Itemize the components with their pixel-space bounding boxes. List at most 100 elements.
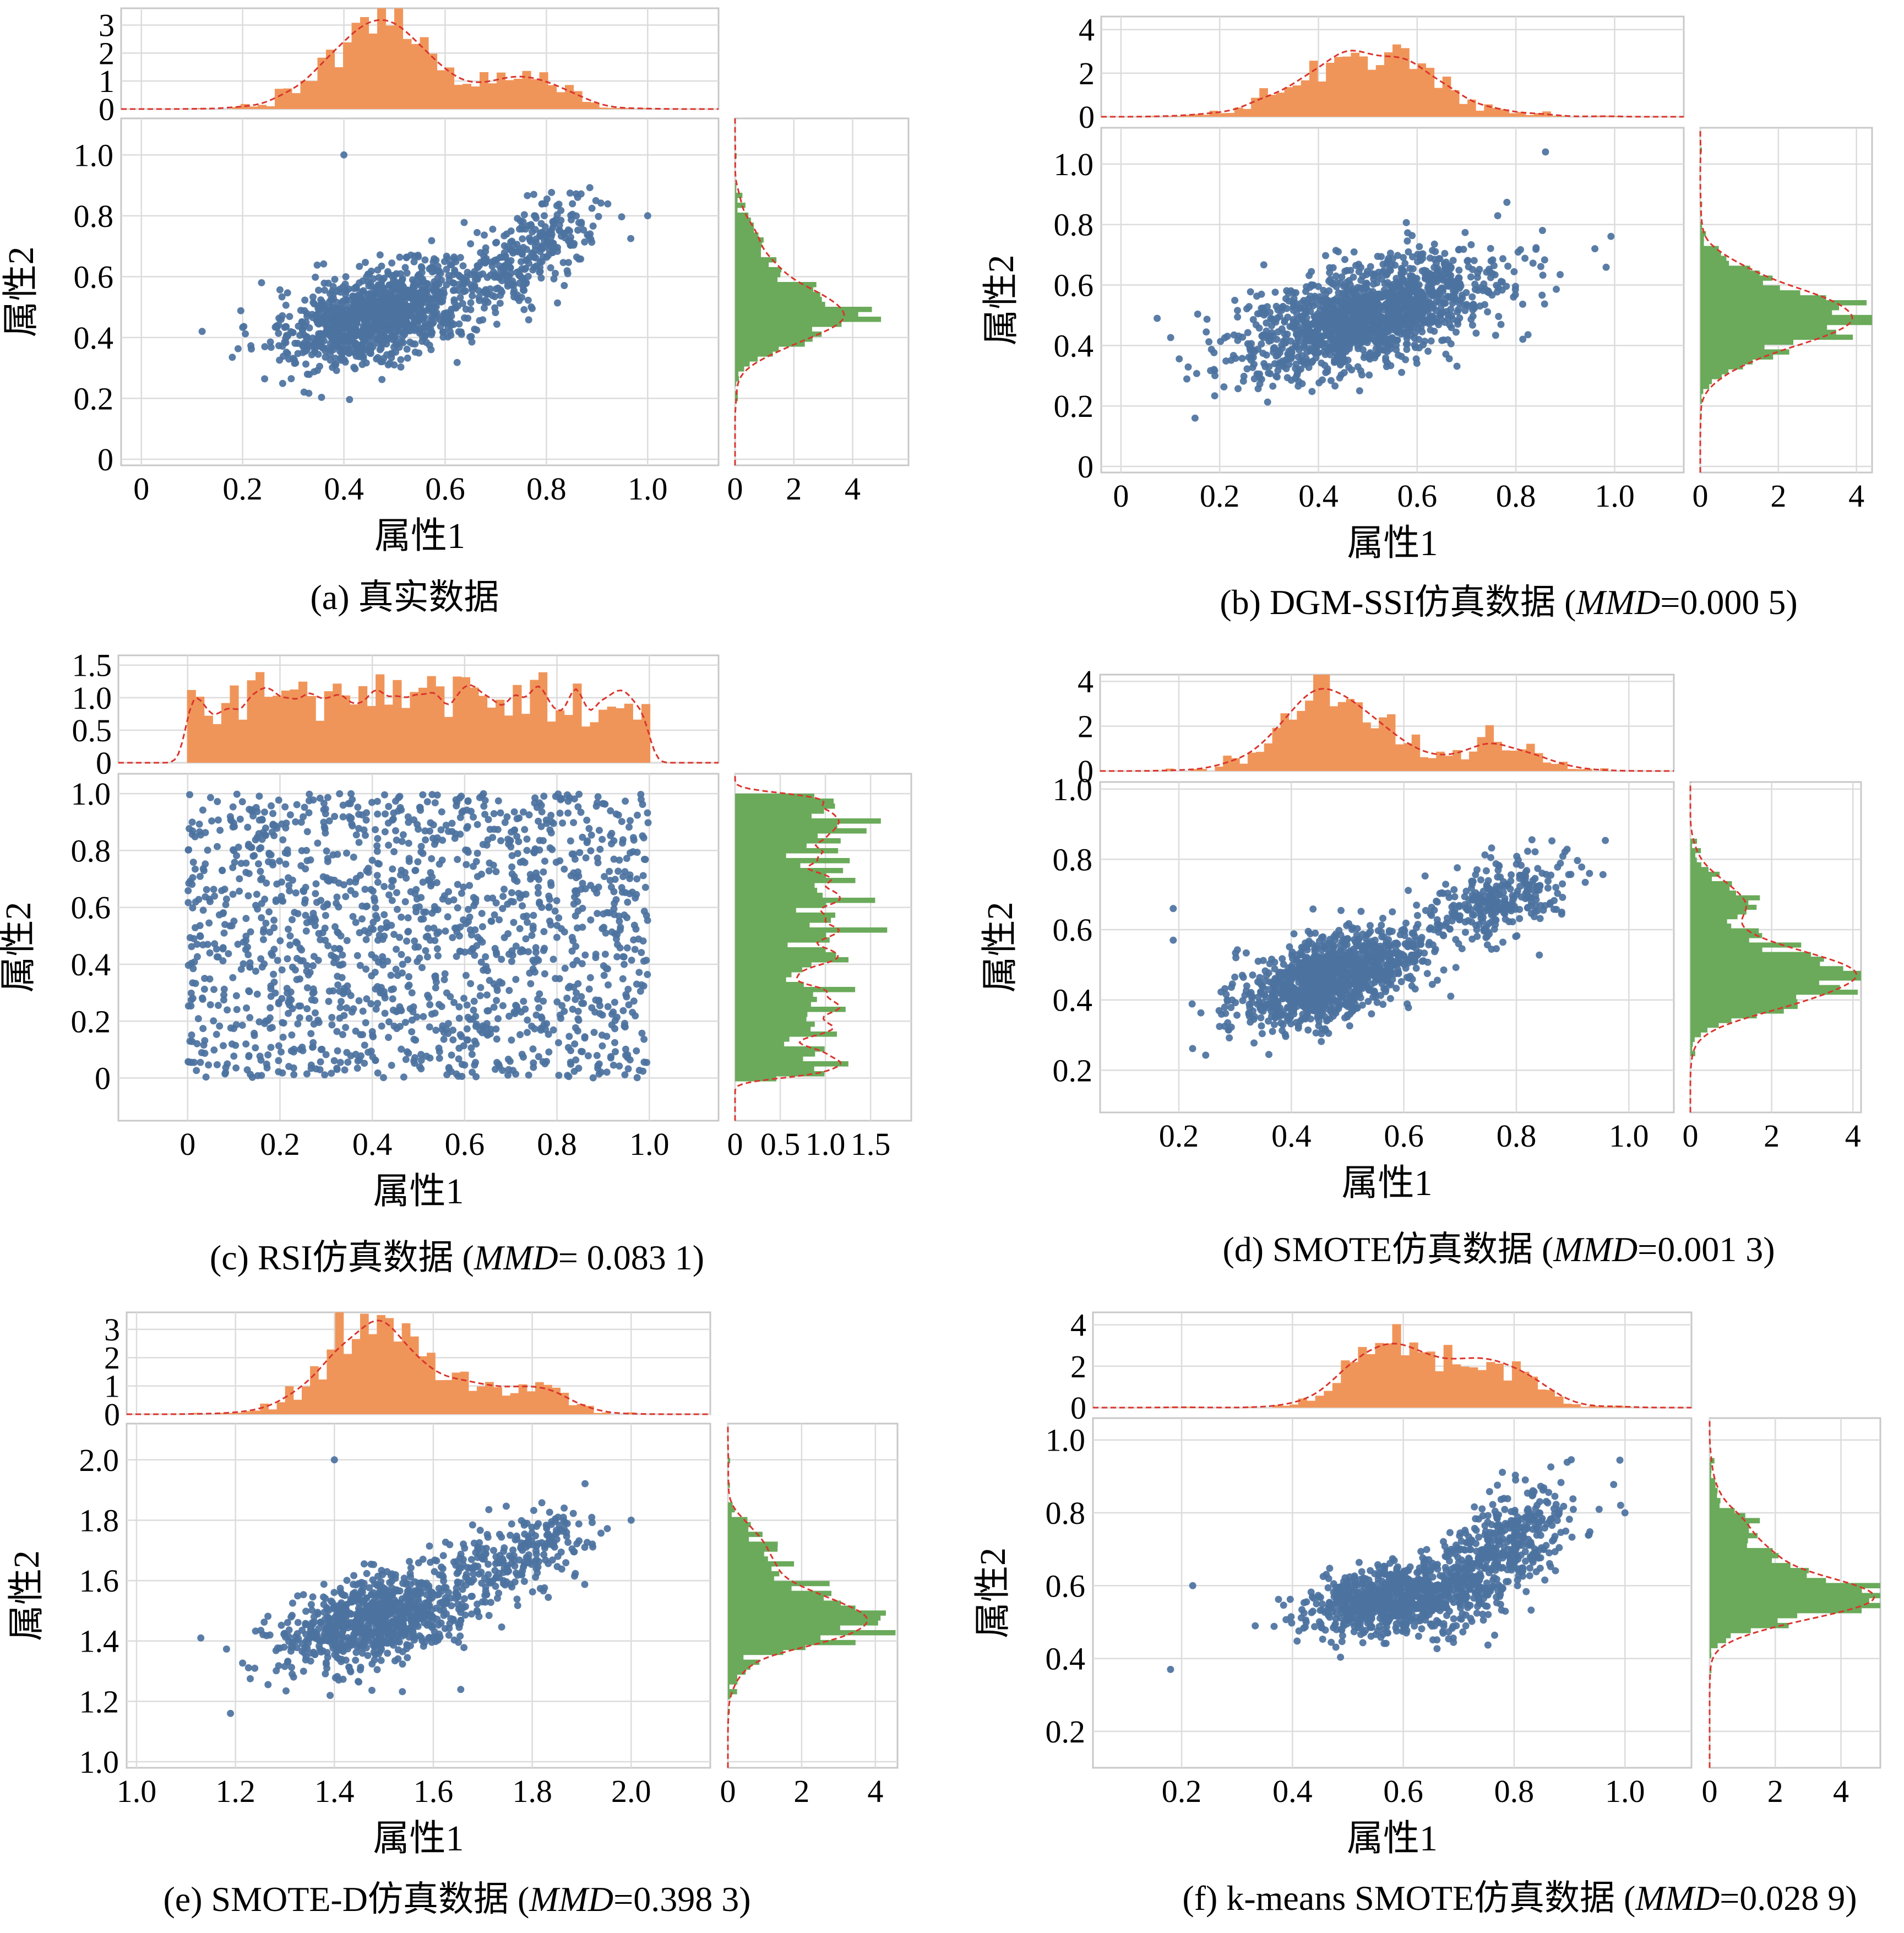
scatter-point [523, 835, 531, 843]
scatter-point [389, 865, 396, 873]
scatter-point [1412, 296, 1419, 303]
scatter-point [281, 338, 289, 346]
scatter-point [1271, 289, 1279, 296]
scatter-point [1357, 284, 1364, 292]
scatter-point [402, 1056, 410, 1063]
scatter-point [388, 883, 395, 891]
scatter-point [582, 854, 590, 862]
top-hist-bar [478, 696, 488, 763]
scatter-point [1467, 241, 1475, 248]
right-hist-bar [735, 203, 746, 208]
scatter-point [262, 824, 269, 832]
scatter-point [224, 1060, 231, 1068]
top-hist-tick-label: 1.5 [72, 648, 112, 683]
scatter-point [497, 809, 504, 817]
top-hist-tick-label: 0 [96, 745, 112, 781]
scatter-point [535, 817, 542, 825]
scatter-point [586, 230, 594, 238]
scatter-point [359, 1031, 366, 1039]
scatter-point [611, 1039, 618, 1046]
scatter-point [1247, 356, 1255, 364]
right-hist-bar [735, 977, 786, 982]
scatter-point [405, 981, 413, 989]
scatter-point [300, 888, 308, 895]
scatter-point [407, 251, 415, 259]
scatter-point [333, 1028, 341, 1035]
scatter-point [1335, 248, 1342, 256]
scatter-point [366, 317, 374, 324]
scatter-point [1441, 249, 1449, 257]
scatter-point [1487, 245, 1494, 252]
scatter-point [467, 271, 475, 279]
scatter-point [1293, 371, 1301, 379]
scatter-point [276, 937, 284, 944]
scatter-point [604, 200, 612, 208]
scatter-point [1429, 280, 1437, 287]
scatter-point [432, 257, 440, 264]
top-hist-bar [266, 106, 275, 109]
right-hist-bar [735, 823, 837, 829]
top-hist-bar [522, 70, 531, 109]
scatter-point [1361, 351, 1369, 359]
scatter-point [219, 944, 227, 952]
scatter-point [521, 1005, 529, 1013]
right-hist-bar [735, 282, 817, 287]
scatter-point [352, 349, 360, 356]
scatter-point [453, 359, 461, 366]
scatter-point [442, 927, 449, 935]
scatter-point [244, 823, 252, 831]
scatter-point [266, 1024, 274, 1032]
right-hist-bar [735, 1051, 815, 1057]
right-hist-bar [1700, 310, 1832, 316]
scatter-point [579, 833, 586, 841]
scatter-point [1290, 318, 1297, 326]
scatter-point [581, 951, 589, 959]
top-hist-bar [1326, 63, 1335, 117]
scatter-point [329, 987, 337, 995]
scatter-point [519, 902, 526, 910]
scatter-point [467, 306, 475, 313]
scatter-point [540, 837, 547, 844]
scatter-point [1265, 363, 1273, 371]
scatter-point [1538, 291, 1546, 299]
scatter-point [257, 844, 265, 851]
scatter-point [372, 954, 379, 962]
scatter-point [1249, 971, 1256, 979]
right-hist-bar [735, 997, 817, 1002]
scatter-point [494, 1015, 502, 1023]
scatter-point [410, 258, 418, 265]
scatter-point [314, 839, 322, 847]
scatter-point [262, 919, 270, 927]
scatter-point [1339, 321, 1346, 328]
y-tick-label: 0.6 [1054, 268, 1094, 303]
scatter-point [547, 921, 554, 929]
scatter-point [351, 365, 359, 373]
scatter-point [1234, 385, 1242, 393]
scatter-point [272, 896, 280, 904]
scatter-point [1297, 357, 1305, 365]
scatter-point [537, 274, 545, 282]
right-hist-bar [735, 361, 750, 367]
y-tick-label: 0 [95, 1061, 111, 1096]
scatter-point [423, 288, 431, 296]
top-hist-bar [350, 704, 359, 763]
top-hist-bar [547, 721, 556, 763]
scatter-point [455, 287, 463, 295]
scatter-point [312, 1009, 319, 1017]
scatter-point [621, 960, 628, 968]
scatter-point [1454, 308, 1461, 316]
scatter-point [244, 892, 252, 900]
top-hist-bar [1318, 82, 1326, 117]
scatter-point [506, 1057, 514, 1065]
top-hist-bar [1409, 69, 1418, 117]
scatter-point [186, 825, 193, 833]
scatter-point [499, 893, 507, 900]
scatter-point [607, 807, 614, 815]
scatter-point [524, 1029, 531, 1036]
scatter-point [325, 997, 333, 1005]
scatter-point [301, 803, 308, 811]
scatter-point [417, 1056, 425, 1064]
right-hist-bar [1700, 270, 1760, 276]
scatter-point [529, 925, 537, 933]
scatter-point [564, 797, 572, 805]
